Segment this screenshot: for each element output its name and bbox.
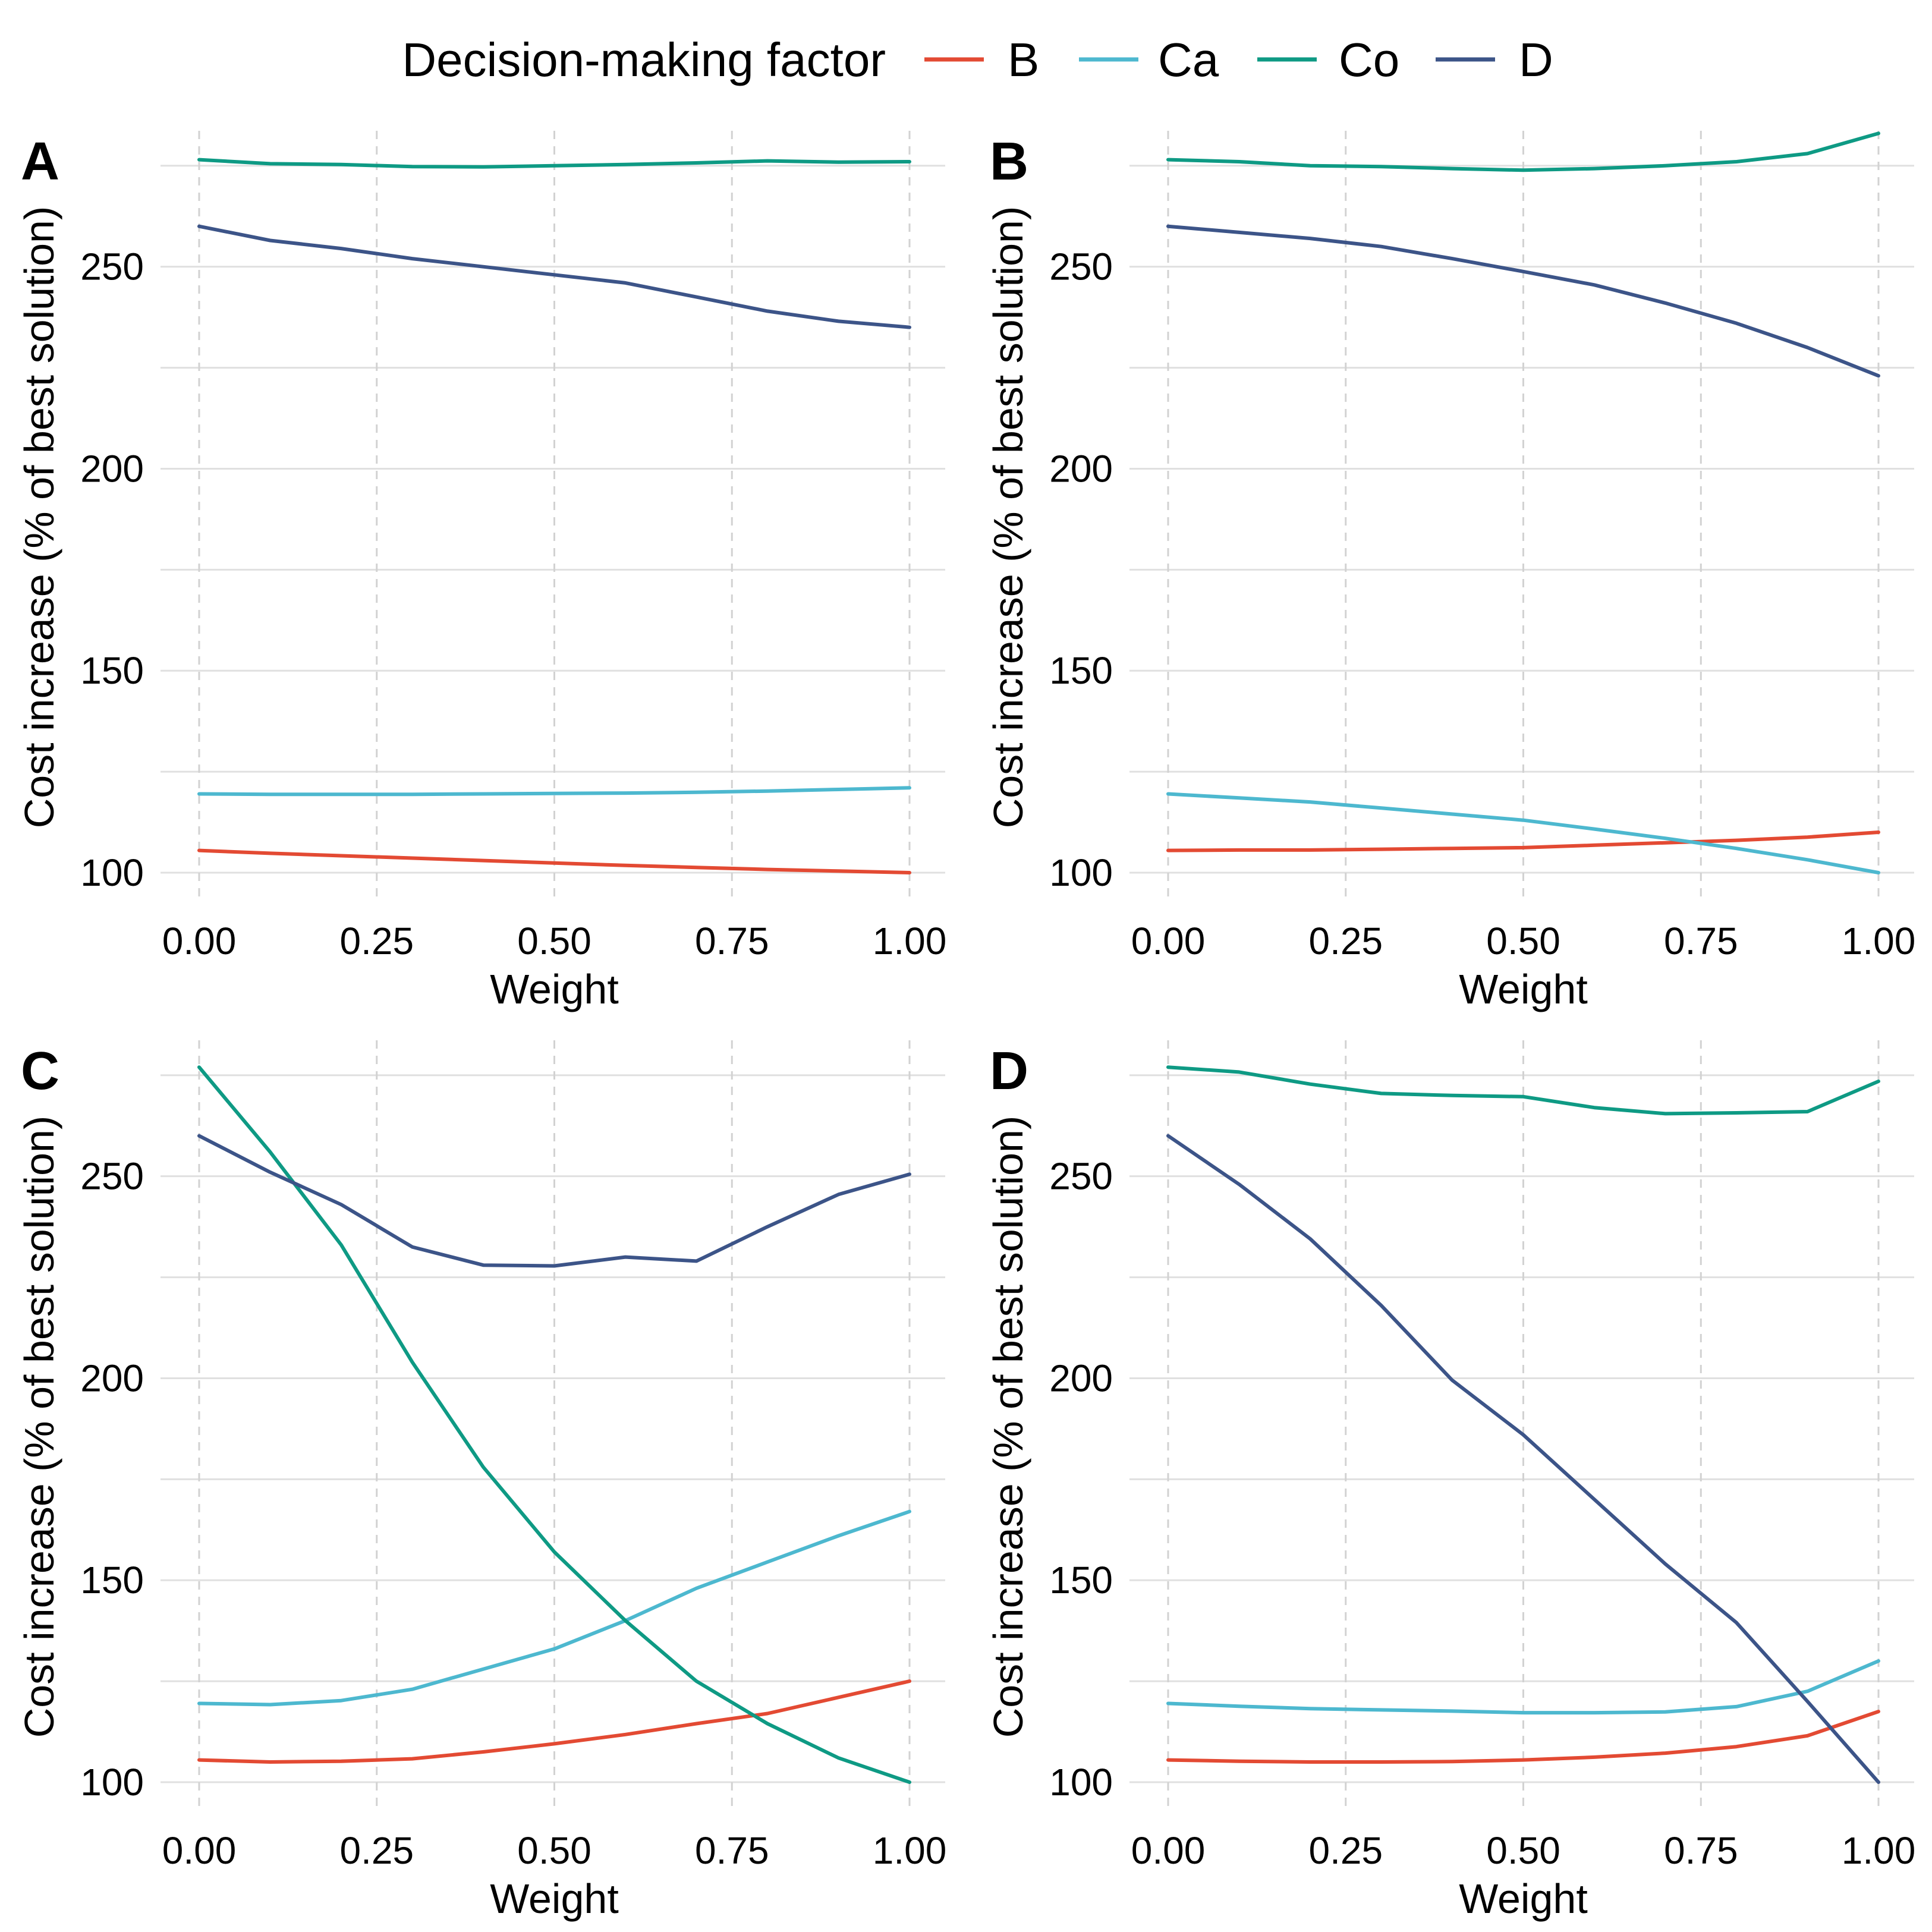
y-tick-label: 100: [80, 1761, 144, 1804]
panels: 100 150 200 250 0.00 0.25 0.50 0.75 1.00 Weight Co…: [16, 131, 1915, 1922]
legend-entry-co: Co: [1257, 33, 1399, 86]
series-line-co: [1166, 1065, 1880, 1116]
series-line-b: [1166, 1710, 1880, 1764]
series-line-co: [197, 158, 911, 169]
x-axis-title: Weight: [490, 966, 619, 1012]
x-tick-label: 0.75: [695, 920, 769, 962]
panel-b: 100 150 200 250 0.00 0.25 0.50 0.75 1.00 Weight Co…: [985, 131, 1915, 1012]
y-tick-label: 100: [1049, 1761, 1113, 1804]
legend: Decision-making factor B Ca Co D: [402, 33, 1553, 86]
series-line-co: [1166, 131, 1880, 172]
y-tick-label: 100: [80, 851, 144, 894]
x-tick-label: 0.75: [1664, 920, 1738, 962]
y-tick-label: 150: [80, 649, 144, 692]
x-tick-label: 0.00: [1131, 1829, 1206, 1872]
y-tick-label: 200: [1049, 447, 1113, 490]
y-tick-label: 250: [1049, 246, 1113, 288]
x-tick-label: 0.75: [1664, 1829, 1738, 1872]
legend-entry-b: B: [924, 33, 1039, 86]
legend-label-co: Co: [1339, 33, 1399, 86]
series-line-ca: [197, 1509, 911, 1707]
x-axis-title: Weight: [1459, 966, 1588, 1012]
series-line-b: [1166, 830, 1880, 852]
y-tick-label: 250: [80, 1155, 144, 1198]
grid: [161, 131, 945, 899]
x-tick-label: 1.00: [1842, 1829, 1916, 1872]
panel-label: A: [21, 132, 59, 191]
y-tick-label: 150: [1049, 649, 1113, 692]
x-axis-title: Weight: [490, 1876, 619, 1922]
x-tick-label: 1.00: [1842, 920, 1916, 962]
series-line-ca: [1166, 1659, 1880, 1715]
y-axis-title: Cost increase (% of best solution): [16, 1116, 62, 1738]
y-tick-label: 100: [1049, 851, 1113, 894]
x-tick-label: 0.50: [1486, 1829, 1560, 1872]
y-tick-label: 200: [1049, 1357, 1113, 1399]
y-axis-title: Cost increase (% of best solution): [16, 206, 62, 829]
grid: [1129, 1040, 1914, 1809]
y-tick-label: 200: [80, 1357, 144, 1399]
series-line-d: [1166, 1134, 1880, 1784]
panel-d: 100 150 200 250 0.00 0.25 0.50 0.75 1.00 Weight Co…: [985, 1040, 1915, 1922]
series-line-d: [197, 224, 911, 329]
series-line-d: [197, 1134, 911, 1268]
panel-a: 100 150 200 250 0.00 0.25 0.50 0.75 1.00 Weight Co…: [16, 131, 946, 1012]
series-line-b: [197, 1679, 911, 1764]
x-tick-label: 1.00: [873, 920, 947, 962]
series-line-ca: [1166, 792, 1880, 874]
legend-entry-ca: Ca: [1079, 33, 1219, 86]
legend-label-d: D: [1519, 33, 1553, 86]
x-tick-label: 0.00: [1131, 920, 1206, 962]
x-tick-label: 0.25: [339, 920, 414, 962]
y-axis-title: Cost increase (% of best solution): [985, 1116, 1031, 1738]
panel-label: B: [990, 132, 1028, 191]
x-tick-label: 0.25: [1308, 920, 1383, 962]
y-tick-label: 250: [1049, 1155, 1113, 1198]
y-tick-label: 200: [80, 447, 144, 490]
series-line-co: [197, 1065, 911, 1784]
y-tick-label: 150: [1049, 1559, 1113, 1601]
panel-label: C: [21, 1041, 59, 1101]
legend-entry-d: D: [1436, 33, 1553, 86]
panel-c: 100 150 200 250 0.00 0.25 0.50 0.75 1.00 Weight Co…: [16, 1040, 946, 1922]
y-axis-title: Cost increase (% of best solution): [985, 206, 1031, 829]
x-tick-label: 0.50: [1486, 920, 1560, 962]
x-tick-label: 1.00: [873, 1829, 947, 1872]
series-line-b: [197, 848, 911, 874]
panel-label: D: [990, 1041, 1028, 1101]
y-tick-label: 250: [80, 246, 144, 288]
legend-label-ca: Ca: [1158, 33, 1219, 86]
grid: [161, 1040, 945, 1809]
grid: [1129, 131, 1914, 899]
x-tick-label: 0.25: [339, 1829, 414, 1872]
x-axis-title: Weight: [1459, 1876, 1588, 1922]
legend-title: Decision-making factor: [402, 33, 886, 86]
legend-label-b: B: [1008, 33, 1039, 86]
x-tick-label: 0.00: [162, 1829, 237, 1872]
x-tick-label: 0.00: [162, 920, 237, 962]
x-tick-label: 0.75: [695, 1829, 769, 1872]
x-tick-label: 0.25: [1308, 1829, 1383, 1872]
y-tick-label: 150: [80, 1559, 144, 1601]
x-tick-label: 0.50: [517, 1829, 591, 1872]
series-line-d: [1166, 224, 1880, 378]
series-line-ca: [197, 786, 911, 797]
x-tick-label: 0.50: [517, 920, 591, 962]
